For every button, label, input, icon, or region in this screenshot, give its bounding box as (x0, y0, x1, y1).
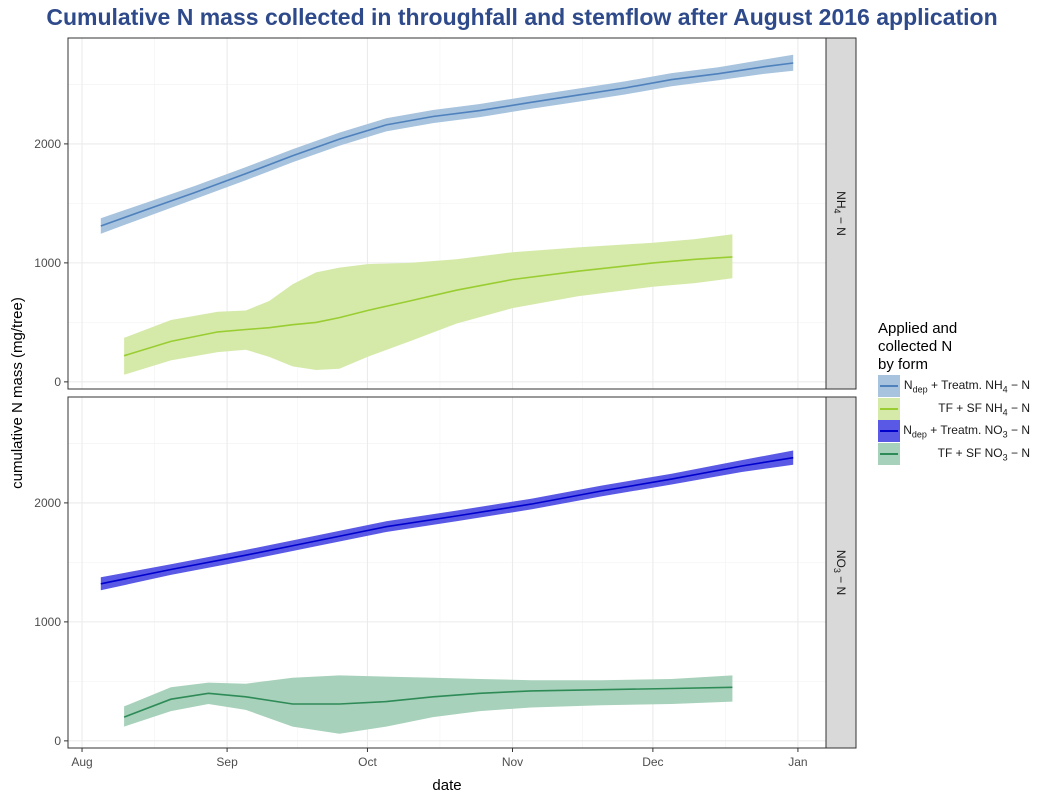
chart-axes: 0 1000 2000 0 1000 2000 Aug Sep Oct Nov Dec Jan date… (9, 137, 808, 794)
y-tick-label: 1000 (34, 615, 61, 629)
legend-item: Ndep + Treatm. NO3 − N (878, 420, 1038, 442)
x-tick-label: Jan (788, 755, 807, 769)
x-tick-label: Aug (71, 755, 92, 769)
y-tick-label: 0 (54, 734, 61, 748)
confidence-band-1-0 (100, 450, 794, 591)
x-axis-title: date (432, 777, 461, 794)
confidence-band-0-1 (124, 234, 733, 375)
facet-strip (825, 396, 857, 749)
x-tick-label: Sep (216, 755, 238, 769)
legend-key-line (880, 452, 898, 455)
facet-strip-label: NO3 − N (832, 550, 848, 595)
legend-label: Ndep + Treatm. NH4 − N (903, 378, 1030, 395)
x-tick-label: Oct (358, 755, 377, 769)
series-line-1-0 (100, 456, 794, 585)
series-line-0-1 (123, 256, 733, 357)
x-tick-label: Dec (642, 755, 663, 769)
y-tick-label: 0 (54, 375, 61, 389)
y-axis-title: cumulative N mass (mg/tree) (9, 297, 26, 489)
legend-label: TF + SF NO3 − N (937, 445, 1030, 462)
legend-key (878, 375, 900, 397)
legend-key (878, 442, 900, 465)
legend-key (878, 397, 900, 420)
legend-key-line (880, 430, 898, 432)
series-line-0-0 (100, 62, 794, 227)
legend-label: Ndep + Treatm. NO3 − N (903, 423, 1030, 440)
x-tick-label: Nov (502, 755, 523, 769)
legend-key-line (880, 407, 898, 410)
y-tick-label: 1000 (34, 256, 61, 270)
legend-item: Ndep + Treatm. NH4 − N (878, 375, 1038, 397)
chart-panels: NH4 − N NO3 − N (67, 37, 857, 749)
legend-item: TF + SF NO3 − N (878, 442, 1038, 465)
y-tick-label: 2000 (34, 137, 61, 151)
series-line-1-1 (123, 686, 733, 718)
facet-strip-label: NH4 − N (832, 191, 848, 236)
legend-label: TF + SF NH4 − N (938, 400, 1030, 417)
legend-key-line (880, 385, 898, 387)
y-tick-label: 2000 (34, 496, 61, 510)
legend-key (878, 420, 900, 442)
chart-title: Cumulative N mass collected in throughfa… (46, 4, 998, 30)
facet-strip (825, 37, 857, 390)
legend-item: TF + SF NH4 − N (878, 397, 1038, 420)
